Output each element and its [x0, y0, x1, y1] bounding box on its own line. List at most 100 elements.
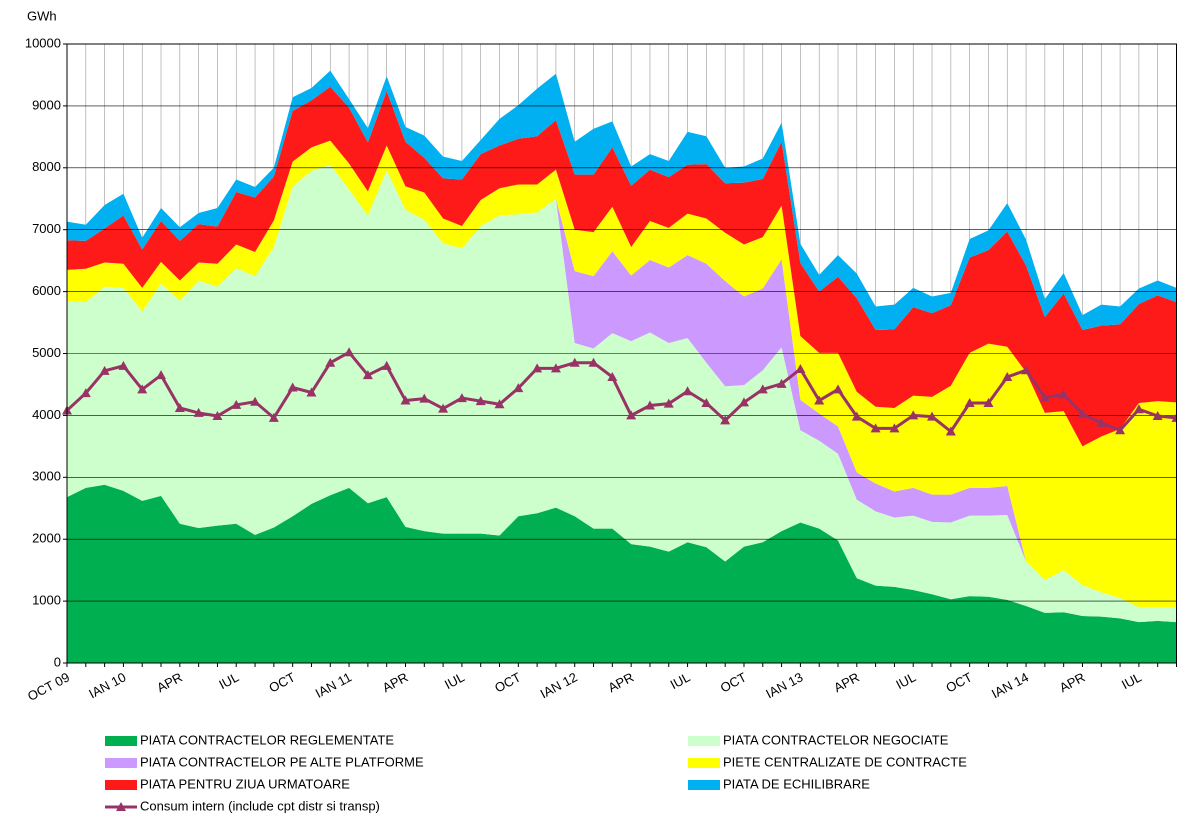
x-tick-label: APR [831, 669, 862, 695]
line-marker [927, 411, 938, 421]
line-marker [250, 396, 261, 406]
line-marker [550, 363, 561, 373]
legend-label: Consum intern (include cpt distr si tran… [140, 798, 380, 813]
line-series [65, 350, 1177, 434]
x-tick-label: IAN 12 [538, 669, 580, 701]
line-marker [776, 378, 787, 388]
line-marker [945, 426, 956, 436]
line-marker [738, 397, 749, 407]
line-marker [494, 399, 505, 409]
line-marker [231, 399, 242, 409]
x-tick-label: IUL [1119, 669, 1144, 692]
line-marker [964, 398, 975, 408]
line-marker [456, 393, 467, 403]
line-marker [156, 370, 167, 380]
legend-swatch [105, 780, 137, 790]
legend-label: PIATA CONTRACTELOR PE ALTE PLATFORME [140, 754, 424, 769]
line-marker [1058, 389, 1069, 399]
legend-swatch [688, 780, 720, 790]
line-marker [287, 382, 298, 392]
line-marker [644, 400, 655, 410]
y-tick-label: 3000 [32, 469, 61, 484]
legend-label: PIATA CONTRACTELOR NEGOCIATE [723, 732, 949, 747]
y-tick-label: 1000 [32, 593, 61, 608]
x-tick-label: IUL [442, 669, 467, 692]
x-tick-label: APR [1057, 669, 1088, 695]
line-marker [419, 393, 430, 403]
line-marker [1096, 417, 1107, 427]
line-marker [908, 410, 919, 420]
line-marker [513, 383, 524, 393]
line-marker [1133, 404, 1144, 414]
line-marker [99, 365, 110, 375]
line-marker [588, 357, 599, 367]
line-marker [212, 411, 223, 421]
y-tick-label: 10000 [25, 35, 61, 50]
legend-swatch [105, 758, 137, 768]
y-tick-label: 2000 [32, 531, 61, 546]
legend-swatch [105, 736, 137, 746]
x-tick-label: IAN 13 [763, 669, 805, 701]
x-tick-label: OCT [266, 669, 297, 695]
y-axis-label: GWh [27, 8, 57, 23]
line-marker [720, 415, 731, 425]
line-marker [1077, 409, 1088, 419]
line-marker [438, 403, 449, 413]
line-marker [983, 398, 994, 408]
y-tick-label: 7000 [32, 221, 61, 236]
x-tick-label: IAN 10 [86, 669, 128, 701]
x-tick-label: IUL [668, 669, 693, 692]
legend-swatch [688, 736, 720, 746]
x-tick-label: APR [380, 669, 411, 695]
line-marker [174, 402, 185, 412]
line-marker [851, 411, 862, 421]
legend-label: PIATA PENTRU ZIUA URMATOARE [140, 776, 350, 791]
line-marker [1039, 392, 1050, 402]
line-marker [1152, 411, 1163, 421]
y-tick-label: 4000 [32, 407, 61, 422]
area-series [67, 164, 1177, 608]
y-tick-label: 0 [54, 654, 61, 669]
line-marker [344, 347, 355, 357]
line-marker [569, 357, 580, 367]
line-marker [118, 360, 129, 370]
x-tick-label: IAN 14 [989, 669, 1031, 701]
x-tick-label: OCT [718, 669, 749, 695]
x-tick-label: IUL [216, 669, 241, 692]
line-marker [400, 395, 411, 405]
x-tick-label: IUL [893, 669, 918, 692]
y-tick-label: 6000 [32, 283, 61, 298]
x-tick-label: APR [154, 669, 185, 695]
line-marker [607, 372, 618, 382]
x-tick-label: OCT [943, 669, 974, 695]
line-marker [889, 423, 900, 433]
line-marker [663, 398, 674, 408]
line-marker [80, 388, 91, 398]
area-series [67, 86, 1177, 447]
legend-label: PIATA CONTRACTELOR REGLEMENTATE [140, 732, 394, 747]
line-marker [833, 384, 844, 394]
x-tick-label: OCT [492, 669, 523, 695]
line-marker [1115, 425, 1126, 435]
legend-label: PIATA DE ECHILIBRARE [723, 776, 870, 791]
line-marker [362, 370, 373, 380]
y-tick-label: 9000 [32, 97, 61, 112]
line-marker [701, 398, 712, 408]
area-series [67, 140, 1177, 608]
line-marker [757, 384, 768, 394]
line-marker [1021, 365, 1032, 375]
line-marker [268, 412, 279, 422]
x-tick-label: IAN 11 [313, 669, 354, 700]
line-marker [814, 395, 825, 405]
legend-label: PIETE CENTRALIZATE DE CONTRACTE [723, 754, 967, 769]
x-tick-label: OCT 09 [25, 669, 72, 704]
line-marker [381, 360, 392, 370]
legend-marker [116, 802, 126, 811]
line-marker [795, 363, 806, 373]
line-marker [325, 357, 336, 367]
x-tick-label: APR [606, 669, 637, 695]
line-marker [626, 410, 637, 420]
line-marker [682, 386, 693, 396]
legend-swatch [688, 758, 720, 768]
